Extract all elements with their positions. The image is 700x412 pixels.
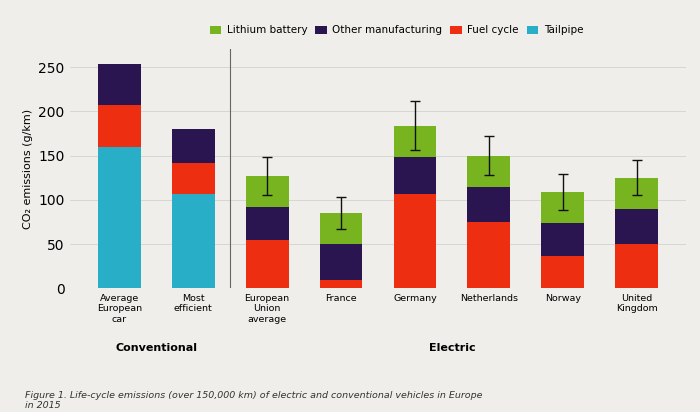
Bar: [468, 156, 510, 187]
Bar: [246, 240, 288, 288]
Bar: [541, 256, 584, 288]
Bar: [98, 63, 141, 105]
Bar: [541, 223, 584, 256]
Bar: [615, 244, 658, 288]
Bar: [246, 207, 288, 240]
Bar: [246, 176, 288, 207]
Bar: [615, 209, 658, 244]
Bar: [320, 213, 363, 244]
Y-axis label: CO₂ emissions (g/km): CO₂ emissions (g/km): [22, 109, 32, 229]
Bar: [468, 222, 510, 288]
Bar: [98, 105, 141, 147]
Bar: [393, 194, 436, 288]
Legend: Lithium battery, Other manufacturing, Fuel cycle, Tailpipe: Lithium battery, Other manufacturing, Fu…: [206, 21, 587, 40]
Bar: [98, 147, 141, 288]
Bar: [541, 192, 584, 223]
Bar: [468, 187, 510, 222]
Bar: [172, 129, 215, 163]
Text: Figure 1. Life-cycle emissions (over 150,000 km) of electric and conventional ve: Figure 1. Life-cycle emissions (over 150…: [25, 391, 482, 410]
Bar: [320, 280, 363, 288]
Bar: [172, 194, 215, 288]
Bar: [172, 163, 215, 194]
Bar: [320, 244, 363, 280]
Text: Electric: Electric: [428, 343, 475, 353]
Bar: [615, 178, 658, 209]
Bar: [393, 126, 436, 157]
Bar: [393, 157, 436, 194]
Text: Conventional: Conventional: [116, 343, 197, 353]
